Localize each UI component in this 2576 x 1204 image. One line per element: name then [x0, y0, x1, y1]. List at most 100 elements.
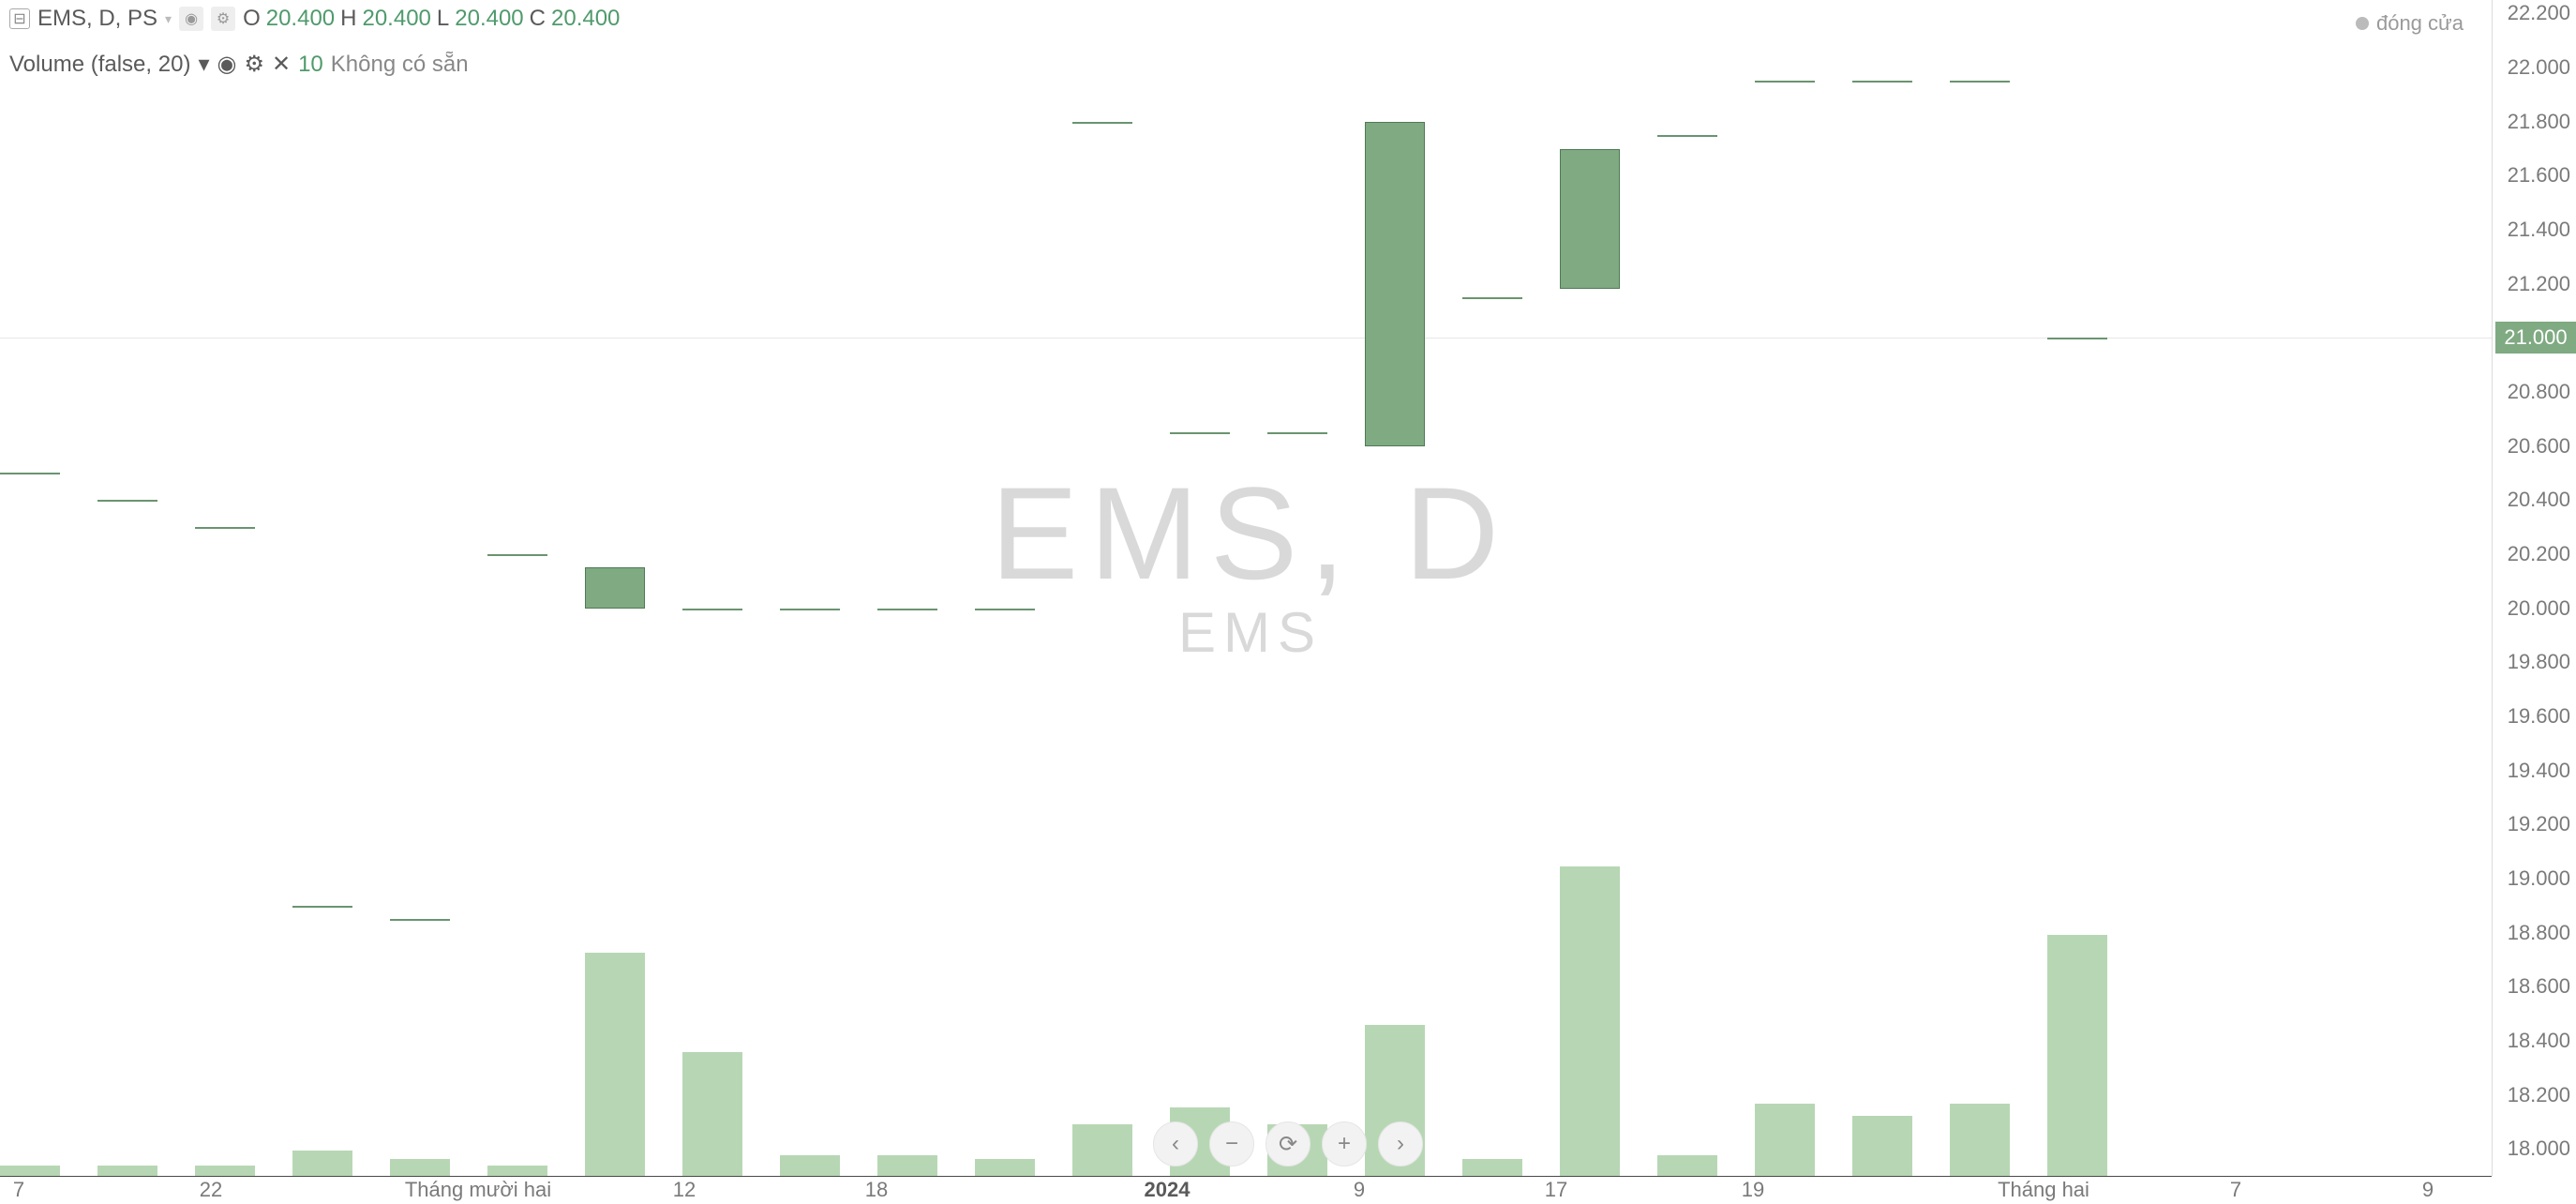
zoom-in-button[interactable]: +	[1322, 1121, 1367, 1166]
y-tick: 18.200	[2508, 1083, 2570, 1107]
candle-doji	[975, 609, 1035, 610]
chevron-down-icon[interactable]: ▾	[165, 11, 172, 27]
x-tick: Tháng mười hai	[405, 1178, 551, 1202]
reset-button[interactable]: ⟳	[1266, 1121, 1310, 1166]
y-axis: 18.00018.20018.40018.60018.80019.00019.2…	[2492, 0, 2576, 1176]
volume-bar	[292, 1151, 352, 1177]
eye-icon[interactable]: ◉	[179, 7, 203, 31]
y-tick: 20.600	[2508, 434, 2570, 459]
candle-doji	[877, 609, 937, 610]
gear-icon[interactable]: ⚙	[211, 7, 235, 31]
y-tick: 21.600	[2508, 163, 2570, 188]
eye-icon[interactable]: ◉	[217, 51, 236, 78]
price-plot[interactable]	[0, 0, 2492, 1176]
ohlc-c-value: 20.400	[551, 6, 620, 32]
close-icon[interactable]: ✕	[272, 51, 291, 78]
y-tick: 19.600	[2508, 704, 2570, 729]
candle-body	[1560, 149, 1620, 290]
ohlc-o-value: 20.400	[266, 6, 335, 32]
volume-bar	[1852, 1116, 1912, 1176]
gear-icon[interactable]: ⚙	[244, 51, 264, 78]
y-tick: 21.800	[2508, 110, 2570, 134]
y-tick: 21.400	[2508, 218, 2570, 242]
y-tick: 20.800	[2508, 380, 2570, 404]
chart-root: EMS, D EMS 18.00018.20018.40018.60018.80…	[0, 0, 2576, 1204]
candle-doji	[390, 919, 450, 921]
candle-doji	[682, 609, 742, 610]
volume-legend: Volume (false, 20) ▾ ◉ ⚙ ✕ 10 Không có s…	[9, 51, 469, 78]
ohlc-values: O 20.400 H 20.400 L 20.400 C 20.400	[243, 6, 620, 32]
volume-bar	[1657, 1155, 1717, 1176]
status-dot-icon	[2356, 17, 2369, 30]
candle-doji	[1755, 81, 1815, 83]
y-tick: 20.000	[2508, 596, 2570, 621]
x-axis: 722Tháng mười hai1218202491719Tháng hai7…	[0, 1176, 2492, 1204]
price-line	[0, 338, 2492, 339]
x-tick: 22	[200, 1178, 222, 1202]
nav-prev-button[interactable]: ‹	[1153, 1121, 1198, 1166]
x-tick: 9	[2422, 1178, 2434, 1202]
ohlc-o-label: O	[243, 6, 261, 32]
symbol-label[interactable]: EMS, D, PS	[37, 6, 157, 32]
chevron-down-icon[interactable]: ▾	[198, 51, 209, 78]
y-tick: 18.000	[2508, 1136, 2570, 1161]
x-tick: 2024	[1145, 1178, 1191, 1202]
zoom-out-button[interactable]: −	[1209, 1121, 1254, 1166]
y-tick: 19.400	[2508, 759, 2570, 783]
volume-bar	[1755, 1104, 1815, 1176]
candle-doji	[487, 554, 547, 556]
candle-doji	[195, 527, 255, 529]
nav-next-button[interactable]: ›	[1378, 1121, 1423, 1166]
volume-na: Không có sẵn	[331, 52, 469, 78]
candle-body	[1365, 122, 1425, 446]
volume-bar	[1950, 1104, 2010, 1176]
x-tick: 9	[1354, 1178, 1365, 1202]
volume-bar	[585, 953, 645, 1176]
volume-bar	[2047, 935, 2107, 1176]
y-tick: 19.800	[2508, 650, 2570, 674]
ohlc-c-label: C	[530, 6, 546, 32]
y-tick: 22.000	[2508, 55, 2570, 80]
ohlc-l-value: 20.400	[455, 6, 523, 32]
candle-doji	[780, 609, 840, 610]
volume-bar	[1560, 866, 1620, 1176]
status-text: đóng cửa	[2376, 11, 2464, 36]
current-price-badge: 21.000	[2495, 322, 2576, 354]
volume-bar	[390, 1159, 450, 1176]
y-tick: 19.000	[2508, 866, 2570, 891]
candle-doji	[1950, 81, 2010, 83]
nav-controls: ‹ − ⟳ + ›	[1153, 1121, 1423, 1166]
x-tick: 12	[673, 1178, 696, 1202]
x-tick: 7	[2230, 1178, 2241, 1202]
y-tick: 18.600	[2508, 974, 2570, 999]
y-tick: 18.800	[2508, 921, 2570, 945]
candle-doji	[1657, 135, 1717, 137]
volume-bar	[975, 1159, 1035, 1176]
volume-bar	[780, 1155, 840, 1176]
volume-title[interactable]: Volume (false, 20)	[9, 52, 190, 78]
symbol-legend: ⊟ EMS, D, PS ▾ ◉ ⚙ O 20.400 H 20.400 L 2…	[9, 6, 620, 32]
y-tick: 20.400	[2508, 488, 2570, 512]
y-tick: 18.400	[2508, 1029, 2570, 1053]
candle-doji	[1267, 432, 1327, 434]
candle-doji	[1852, 81, 1912, 83]
ohlc-l-label: L	[437, 6, 449, 32]
volume-bar	[487, 1166, 547, 1176]
volume-bar	[0, 1166, 60, 1176]
volume-value: 10	[298, 52, 323, 78]
volume-bar	[195, 1166, 255, 1176]
x-tick: 19	[1742, 1178, 1764, 1202]
ohlc-h-label: H	[340, 6, 356, 32]
y-tick: 21.200	[2508, 272, 2570, 296]
candle-doji	[0, 473, 60, 474]
candle-doji	[292, 906, 352, 908]
candle-doji	[1462, 297, 1522, 299]
ohlc-h-value: 20.400	[362, 6, 430, 32]
x-tick: 18	[865, 1178, 888, 1202]
collapse-icon[interactable]: ⊟	[9, 8, 30, 29]
candle-doji	[1072, 122, 1132, 124]
market-status: đóng cửa	[2356, 11, 2464, 36]
x-tick: Tháng hai	[1998, 1178, 2089, 1202]
x-tick: 17	[1545, 1178, 1567, 1202]
volume-bar	[97, 1166, 157, 1176]
